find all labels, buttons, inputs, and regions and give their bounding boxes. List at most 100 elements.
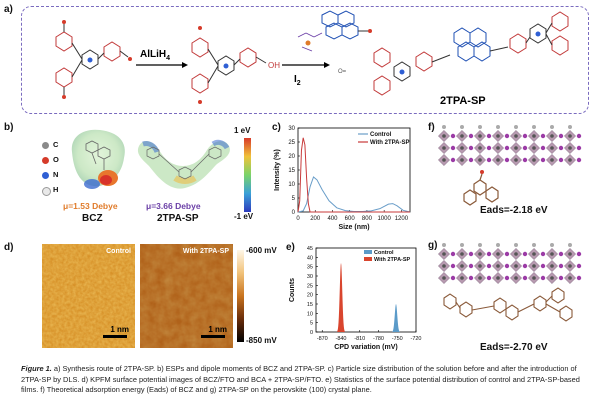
lattice-g-pb-atom <box>532 276 536 280</box>
lattice-f-i-atom <box>450 133 456 139</box>
atom-h-swatch <box>42 187 51 196</box>
product-name: 2TPA-SP <box>440 95 486 107</box>
lattice-f-pb-atom <box>532 134 536 138</box>
lattice-g-i-atom <box>450 251 456 257</box>
tpa-esp-surface <box>137 139 230 189</box>
lattice-f-i-atom <box>486 133 492 139</box>
lattice-f-i-atom <box>558 157 564 163</box>
lattice-f-i-atom <box>504 133 510 139</box>
lattice-f-pb-atom <box>532 158 536 162</box>
cpd-ytick-label: 25 <box>307 283 313 289</box>
lattice-g-pb-atom <box>460 276 464 280</box>
svg-text:AlLiH4: AlLiH4 <box>140 49 170 62</box>
lattice-g-i-atom <box>576 275 582 281</box>
lattice-f-pb-atom <box>568 146 572 150</box>
dls-ytick-label: 15 <box>288 168 295 174</box>
afm-control-label: Control <box>106 248 131 255</box>
dls-ytick-label: 20 <box>288 154 295 160</box>
figure-caption: Figure 1. a) Synthesis route of 2TPA-SP.… <box>21 364 591 396</box>
dls-series-line-0 <box>297 176 411 213</box>
aldehyde-o-label: O= <box>338 69 347 75</box>
lattice-g-i-atom <box>468 275 474 281</box>
afm-tpa-label: With 2TPA-SP <box>182 248 229 255</box>
lattice-f-pb-atom <box>550 158 554 162</box>
cpd-xtick-label: -720 <box>410 336 421 342</box>
lattice-g-i-atom <box>558 251 564 257</box>
molecule-tpa-aldehyde <box>55 20 132 99</box>
atom-h-label: H <box>53 185 59 194</box>
bcz-dipole: μ=1.53 Debye <box>63 201 118 211</box>
oh-group: OH <box>268 61 280 70</box>
cpd-ytick-label: 5 <box>310 321 313 327</box>
lattice-f-pb-atom <box>568 134 572 138</box>
lattice-g-fa-atom <box>532 243 536 247</box>
dls-ytick-label: 25 <box>288 140 295 146</box>
cpd-ytick-label: 15 <box>307 302 313 308</box>
cpd-ylabel: Counts <box>289 278 296 302</box>
lattice-g-pb-atom <box>550 252 554 256</box>
lattice-g-fa-atom <box>496 243 500 247</box>
lattice-f-pb-atom <box>568 158 572 162</box>
lattice-f-pb-atom <box>496 146 500 150</box>
tpa-molecule-model <box>443 287 573 322</box>
cpd-distribution-0 <box>392 304 400 332</box>
tpa-adsorption-structure <box>438 243 582 322</box>
lattice-g-pb-atom <box>496 252 500 256</box>
lattice-f-pb-atom <box>478 146 482 150</box>
lattice-g-fa-atom <box>442 243 446 247</box>
lattice-f-i-atom <box>576 157 582 163</box>
phosphonate-reagent <box>297 32 323 52</box>
lattice-f-pb-atom <box>460 146 464 150</box>
cpd-xlabel: CPD variation (mV) <box>334 344 397 351</box>
dls-legend-label-0: Control <box>370 132 392 138</box>
dls-xtick-label: 1200 <box>395 216 409 222</box>
lattice-f-pb-atom <box>442 146 446 150</box>
lattice-f-fa-atom <box>532 125 536 129</box>
lattice-g-pb-atom <box>514 252 518 256</box>
lattice-g-pb-atom <box>442 264 446 268</box>
lattice-g-i-atom <box>486 251 492 257</box>
panel-label-e: e) <box>286 242 295 253</box>
reagent-alh4: AlLiH <box>140 49 166 60</box>
esp-colorbar-top: 1 eV <box>234 126 251 135</box>
lattice-g-i-atom <box>504 251 510 257</box>
lattice-f-i-atom <box>504 145 510 151</box>
lattice-f-fa-atom <box>568 125 572 129</box>
tpa-name: 2TPA-SP <box>157 213 199 224</box>
lattice-f-i-atom <box>522 157 528 163</box>
cpd-ytick-label: 20 <box>307 293 313 299</box>
lattice-f-pb-atom <box>478 134 482 138</box>
lattice-f-fa-atom <box>514 125 518 129</box>
panel-label-a: a) <box>4 4 13 15</box>
arrow-1-head <box>182 62 188 68</box>
panel-label-d: d) <box>4 242 14 253</box>
atom-n-swatch <box>42 172 49 179</box>
lattice-g-fa-atom <box>568 243 572 247</box>
lattice-f-fa-atom <box>496 125 500 129</box>
atom-n-label: N <box>53 170 59 179</box>
cpd-xtick-label: -870 <box>317 336 328 342</box>
cpd-legend-label-0: Control <box>374 250 394 256</box>
lattice-g-i-atom <box>450 275 456 281</box>
lattice-f-i-atom <box>540 157 546 163</box>
lattice-f-fa-atom <box>550 125 554 129</box>
lattice-g-pb-atom <box>478 264 482 268</box>
lattice-g-pb-atom <box>514 276 518 280</box>
cpd-plot-frame <box>315 247 417 333</box>
lattice-f-fa-atom <box>478 125 482 129</box>
afm-control-scale-text: 1 nm <box>110 325 129 334</box>
kpfm-colorbar <box>237 250 244 342</box>
bcz-name: BCZ <box>82 213 103 224</box>
lattice-f-i-atom <box>558 133 564 139</box>
lattice-f-i-atom <box>576 133 582 139</box>
lattice-g-pb-atom <box>460 252 464 256</box>
atom-o-swatch <box>42 157 49 164</box>
arrow-2-head <box>324 62 330 68</box>
esp-colorbar <box>244 138 251 212</box>
lattice-g-pb-atom <box>478 252 482 256</box>
lattice-g-i-atom <box>576 251 582 257</box>
lattice-g-pb-atom <box>460 264 464 268</box>
dls-xtick-label: 0 <box>296 216 300 222</box>
lattice-f-i-atom <box>486 145 492 151</box>
kpfm-colorbar-top: -600 mV <box>246 246 277 255</box>
